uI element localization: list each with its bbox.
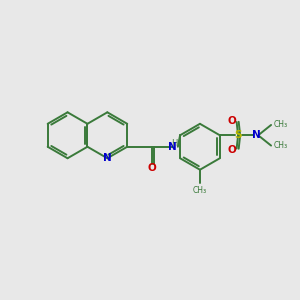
Text: S: S bbox=[234, 130, 242, 140]
Text: H: H bbox=[171, 139, 177, 148]
Text: N: N bbox=[252, 130, 261, 140]
Text: N: N bbox=[103, 153, 112, 163]
Text: O: O bbox=[148, 163, 157, 173]
Text: CH₃: CH₃ bbox=[274, 141, 288, 150]
Text: O: O bbox=[228, 145, 237, 155]
Text: CH₃: CH₃ bbox=[193, 186, 207, 195]
Text: N: N bbox=[169, 142, 177, 152]
Text: CH₃: CH₃ bbox=[274, 121, 288, 130]
Text: O: O bbox=[228, 116, 237, 126]
